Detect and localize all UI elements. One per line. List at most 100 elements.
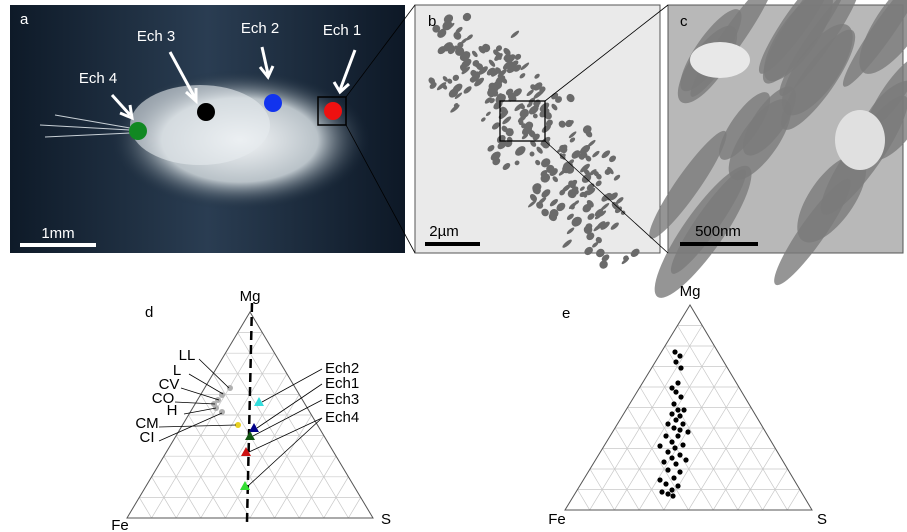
grid-line: [614, 427, 665, 511]
particle: [520, 62, 530, 71]
grain: [762, 0, 851, 84]
arrow: [183, 407, 217, 415]
point: [669, 385, 675, 391]
particle: [595, 236, 602, 244]
shape: [39, 114, 131, 138]
particle: [442, 76, 448, 82]
particle: [514, 88, 522, 96]
particle: [571, 216, 582, 227]
panel-a: a Ech 1 Ech 2 Ech 3 Ech 4 1mm: [10, 5, 405, 253]
point: [673, 417, 679, 423]
grid-line: [627, 407, 689, 511]
particle: [501, 77, 508, 84]
point: [671, 425, 677, 431]
particle: [582, 125, 592, 134]
grid-line: [200, 373, 288, 519]
point: [675, 483, 681, 489]
grid-line: [737, 448, 776, 511]
shape: [345, 4, 669, 254]
particle: [487, 88, 496, 98]
particle: [460, 38, 468, 44]
vertex-label: S: [381, 511, 391, 528]
point: [677, 413, 683, 419]
particle: [540, 158, 551, 168]
sample-label: Ech2: [325, 360, 359, 377]
point: [671, 401, 677, 407]
point: [669, 487, 675, 493]
particle: [527, 200, 537, 208]
grid-line: [712, 427, 764, 511]
particle: [587, 213, 595, 220]
particle: [605, 192, 613, 201]
particle: [503, 47, 511, 56]
point: [661, 459, 667, 465]
arrow: [248, 417, 323, 453]
particle: [589, 169, 597, 176]
particle: [541, 208, 549, 217]
scale-bar-label: 500nm: [695, 223, 741, 240]
arrow: [247, 417, 323, 487]
particle: [579, 186, 585, 191]
point: [672, 349, 678, 355]
shape: [324, 102, 342, 120]
particle: [514, 160, 520, 166]
point: [665, 467, 671, 473]
arrow: [261, 368, 323, 403]
particle: [595, 180, 602, 187]
shape: [317, 96, 347, 126]
arrow: [252, 399, 323, 437]
grid-line: [577, 489, 591, 511]
particle: [596, 248, 605, 258]
point: [671, 475, 677, 481]
meteorite-label: H: [167, 402, 178, 419]
point: [670, 493, 676, 499]
grid-line: [348, 497, 362, 519]
vertex-label: S: [817, 511, 827, 528]
particle: [557, 148, 562, 153]
particle: [607, 166, 614, 175]
particle: [524, 121, 534, 130]
shape: [20, 243, 96, 247]
arrow: [256, 383, 323, 429]
particle: [609, 155, 616, 163]
particle: [532, 133, 540, 141]
point: [254, 397, 264, 406]
point: [672, 445, 678, 451]
point: [665, 449, 671, 455]
particle: [500, 106, 508, 115]
particle: [544, 111, 552, 120]
sample-label: Ech3: [325, 391, 359, 408]
particle: [538, 197, 547, 205]
particle: [436, 82, 447, 91]
point: [677, 469, 683, 475]
triangle: [564, 304, 813, 511]
point: [657, 443, 663, 449]
particle: [484, 97, 492, 104]
particle: [615, 197, 624, 204]
particle: [480, 117, 486, 122]
particle: [549, 199, 559, 207]
particle: [536, 146, 543, 154]
particle: [453, 103, 459, 108]
vertex-label: Mg: [680, 283, 701, 300]
particle: [447, 46, 456, 55]
point: [673, 389, 679, 395]
point: [245, 431, 255, 440]
particle: [562, 239, 572, 248]
particle: [504, 58, 509, 63]
hole: [690, 42, 750, 78]
grid-line: [151, 476, 177, 519]
shape: [264, 94, 282, 112]
point: [675, 433, 681, 439]
particle: [533, 101, 540, 108]
shape: [544, 140, 669, 254]
point: [659, 489, 665, 495]
particle: [566, 93, 575, 103]
grid-line: [138, 497, 152, 519]
particle: [535, 90, 545, 98]
particle: [529, 194, 537, 202]
particle: [569, 137, 576, 143]
particle: [583, 193, 588, 198]
particle: [488, 82, 497, 91]
